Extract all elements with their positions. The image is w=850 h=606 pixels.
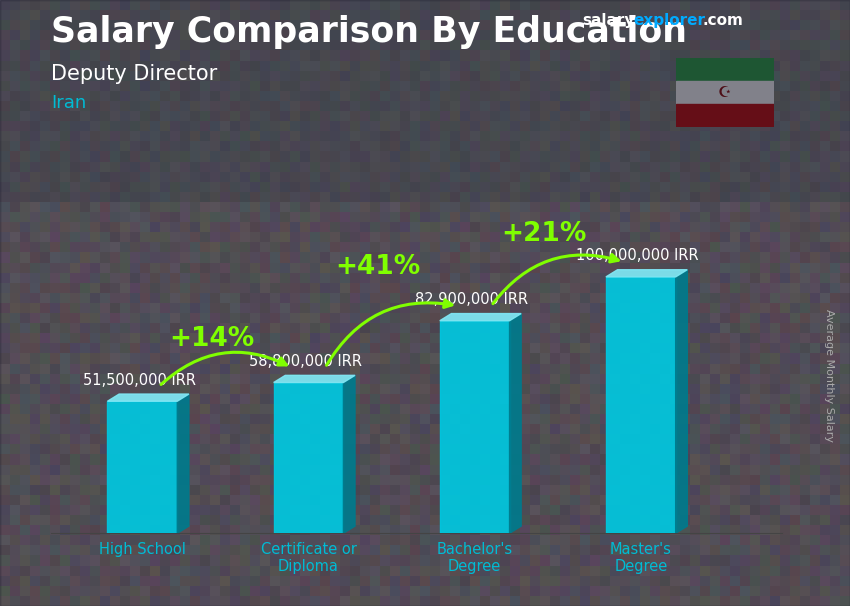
- FancyArrowPatch shape: [493, 255, 618, 304]
- Bar: [439, 321, 509, 533]
- Bar: [676, 81, 774, 104]
- Polygon shape: [274, 375, 355, 382]
- Polygon shape: [107, 394, 189, 401]
- Text: ☪: ☪: [717, 85, 732, 100]
- Text: Average Monthly Salary: Average Monthly Salary: [824, 309, 834, 442]
- Bar: [107, 401, 178, 533]
- Text: .com: .com: [702, 13, 743, 28]
- Text: +21%: +21%: [502, 221, 587, 247]
- Bar: [274, 382, 343, 533]
- Bar: [676, 58, 774, 81]
- Text: +41%: +41%: [336, 255, 421, 281]
- Text: Deputy Director: Deputy Director: [51, 64, 218, 84]
- Text: Salary Comparison By Education: Salary Comparison By Education: [51, 15, 687, 49]
- Text: Iran: Iran: [51, 94, 86, 112]
- FancyArrowPatch shape: [161, 352, 286, 384]
- Text: +14%: +14%: [169, 327, 255, 353]
- Bar: [606, 277, 676, 533]
- Polygon shape: [676, 270, 688, 533]
- Text: explorer: explorer: [633, 13, 706, 28]
- FancyArrowPatch shape: [326, 300, 452, 365]
- Text: 51,500,000 IRR: 51,500,000 IRR: [82, 373, 196, 388]
- Polygon shape: [178, 394, 189, 533]
- Text: salary: salary: [582, 13, 635, 28]
- Polygon shape: [509, 313, 521, 533]
- Polygon shape: [606, 270, 688, 277]
- Polygon shape: [439, 313, 521, 321]
- Text: 100,000,000 IRR: 100,000,000 IRR: [576, 248, 699, 263]
- Polygon shape: [343, 375, 355, 533]
- Bar: [676, 104, 774, 127]
- Text: 82,900,000 IRR: 82,900,000 IRR: [415, 292, 528, 307]
- Text: 58,800,000 IRR: 58,800,000 IRR: [249, 354, 362, 369]
